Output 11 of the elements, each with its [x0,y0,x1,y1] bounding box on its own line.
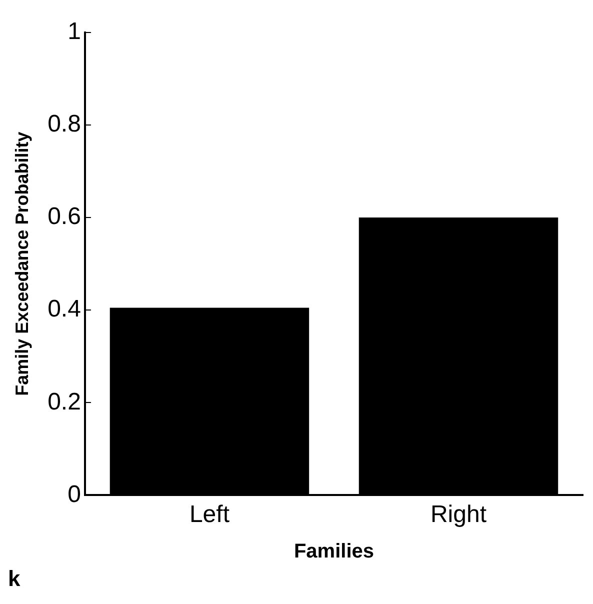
y-tick-label: 1 [68,18,81,46]
x-tick-label: Right [430,501,487,528]
y-axis-title: Family Exceedance Probability [12,132,32,396]
y-tick-label: 0 [68,480,81,508]
x-tick-label: Left [189,501,230,528]
text: k [8,566,20,592]
y-tick-label: 0.2 [48,388,81,416]
y-tick-label: 0.4 [48,296,81,323]
x-axis-title: Families [294,540,374,563]
y-tick-label: 0.8 [48,110,81,138]
y-tick-label: 0.6 [48,203,81,230]
